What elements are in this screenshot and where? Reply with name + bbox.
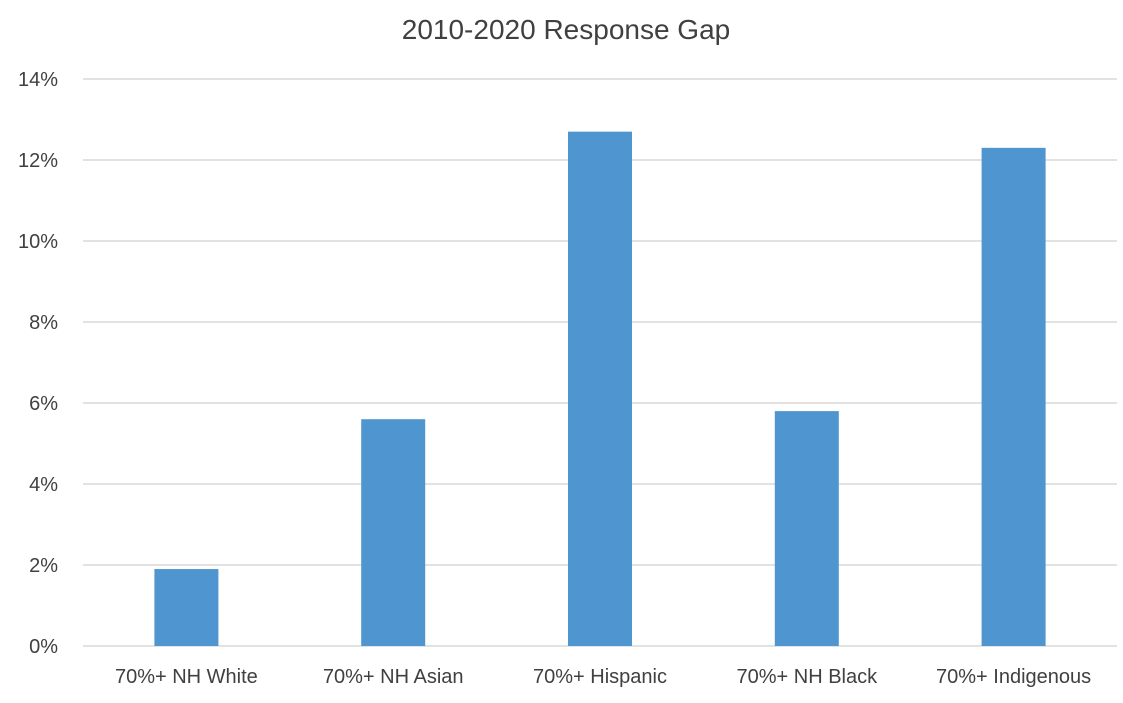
x-tick-label: 70%+ NH Black [736, 666, 878, 688]
bar [568, 131, 632, 646]
y-tick-label: 14% [18, 69, 58, 91]
y-axis-tick-labels: 0% 2% 4% 6% 8% 10% 12% 14% [18, 69, 58, 658]
y-tick-label: 0% [29, 636, 58, 658]
y-tick-label: 8% [29, 312, 58, 334]
x-axis-tick-labels: 70%+ NH White 70%+ NH Asian 70%+ Hispanic 7… [115, 666, 1091, 688]
x-tick-label: 70%+ NH Asian [323, 666, 464, 688]
y-tick-label: 12% [18, 150, 58, 172]
y-tick-label: 2% [29, 555, 58, 577]
x-tick-label: 70%+ Indigenous [936, 666, 1091, 688]
bar [154, 569, 219, 646]
chart-title: 2010-2020 Response Gap [402, 14, 730, 45]
y-tick-label: 4% [29, 474, 58, 496]
y-tick-label: 6% [29, 393, 58, 415]
bar [981, 147, 1046, 646]
x-tick-label: 70%+ Hispanic [533, 666, 667, 688]
y-tick-label: 10% [18, 231, 58, 253]
bar [774, 411, 839, 646]
x-tick-label: 70%+ NH White [115, 666, 258, 688]
bars [154, 131, 1046, 646]
bar [361, 419, 426, 646]
